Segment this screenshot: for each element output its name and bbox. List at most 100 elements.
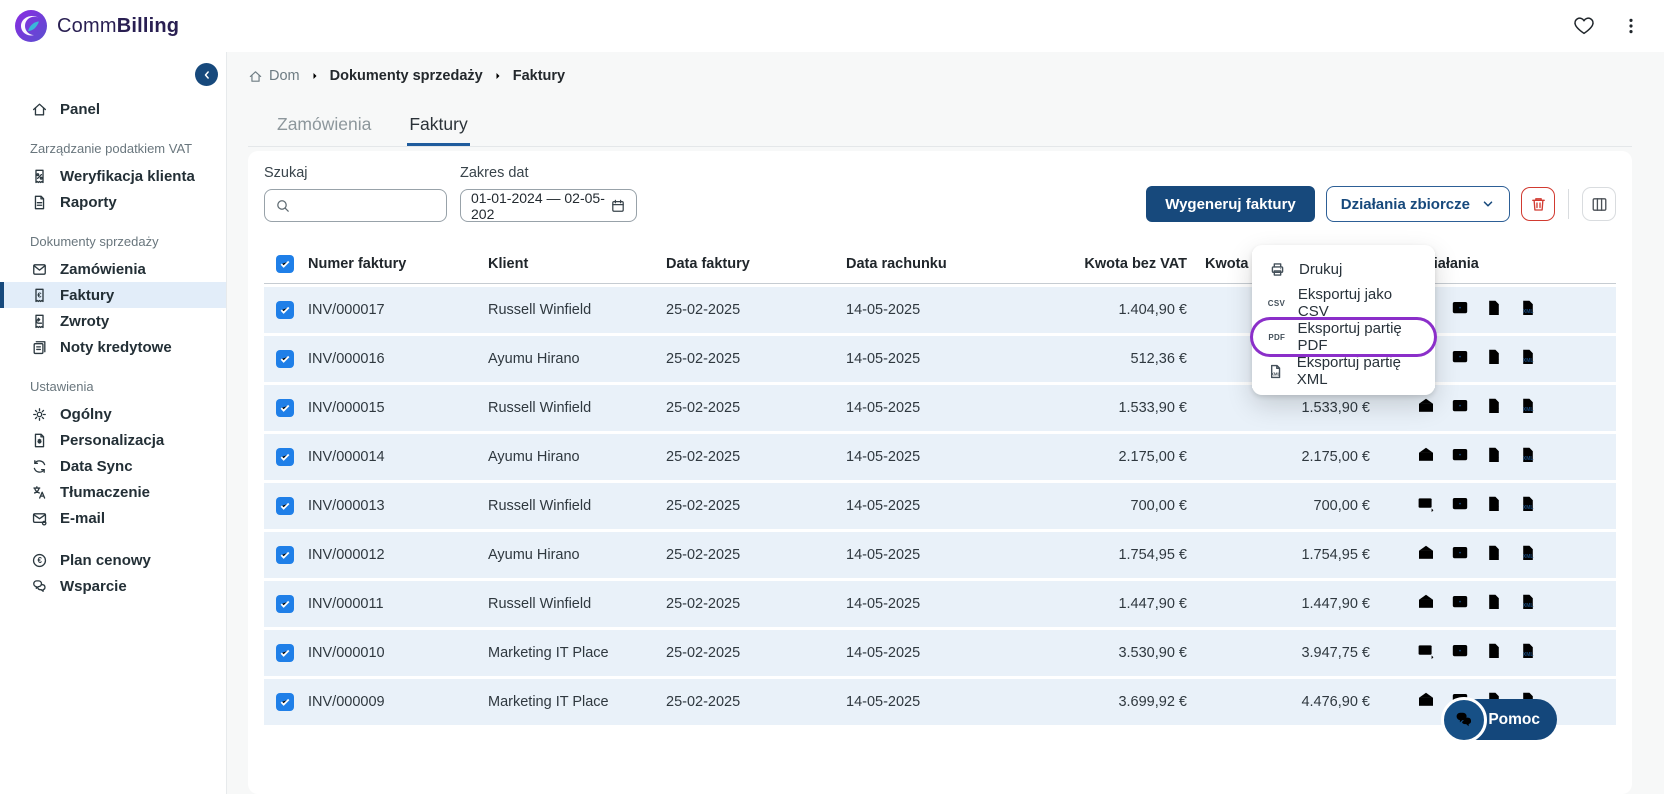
sidebar-nav: Panel Zarządzanie podatkiem VAT Weryfikacj…: [0, 52, 226, 599]
tab-faktury[interactable]: Faktury: [407, 108, 470, 146]
row-checkbox[interactable]: [276, 595, 294, 613]
export-doc-icon[interactable]: [1484, 298, 1504, 322]
row-checkbox[interactable]: [276, 301, 294, 319]
export-doc-icon[interactable]: [1484, 396, 1504, 420]
sidebar-item-weryfikacja-klienta[interactable]: Weryfikacja klienta: [0, 163, 226, 189]
row-checkbox[interactable]: [276, 693, 294, 711]
preview-icon[interactable]: [1450, 641, 1470, 665]
xml-doc-icon[interactable]: XML: [1518, 494, 1538, 518]
menu-item-label: Eksportuj partię PDF: [1297, 320, 1402, 354]
kebab-menu-icon[interactable]: [1622, 17, 1640, 35]
envelope-open-icon[interactable]: [1416, 445, 1436, 469]
envelope-open-icon[interactable]: [1416, 396, 1436, 420]
svg-text:XML: XML: [1271, 371, 1281, 376]
export-doc-icon[interactable]: [1484, 347, 1504, 371]
xml-doc-icon[interactable]: XML: [1518, 592, 1538, 616]
help-button[interactable]: Pomoc: [1441, 697, 1561, 743]
cell-client: Ayumu Hirano: [488, 449, 580, 465]
row-checkbox[interactable]: [276, 350, 294, 368]
sidebar-item-wsparcie[interactable]: Wsparcie: [0, 573, 226, 599]
row-checkbox[interactable]: [276, 497, 294, 515]
sidebar-collapse-button[interactable]: [195, 63, 218, 86]
xml-doc-icon[interactable]: XML: [1518, 396, 1538, 420]
date-range-input[interactable]: 01-01-2024 — 02-05-202: [460, 189, 637, 222]
cell-invoice-date: 25-02-2025: [666, 596, 741, 612]
sidebar-item-zwroty[interactable]: Zwroty: [0, 308, 226, 334]
sidebar: Panel Zarządzanie podatkiem VAT Weryfikacj…: [0, 52, 227, 794]
content-card: Szukaj Zakres dat 01-01-2024 — 02-05-202: [248, 151, 1632, 794]
envelope-send-icon[interactable]: [1416, 641, 1436, 665]
export-doc-icon[interactable]: [1484, 543, 1504, 567]
export-doc-icon[interactable]: [1484, 494, 1504, 518]
cell-bill-date: 14-05-2025: [846, 302, 921, 318]
envelope-open-icon[interactable]: [1416, 543, 1436, 567]
table-row: INV/000012 Ayumu Hirano 25-02-2025 14-05-20…: [264, 532, 1616, 578]
table-row: INV/000013 Russell Winfield 25-02-2025 14-0…: [264, 483, 1616, 529]
preview-icon[interactable]: [1450, 298, 1470, 322]
preview-icon[interactable]: [1450, 396, 1470, 420]
sidebar-item-noty-kredytowe[interactable]: Noty kredytowe: [0, 334, 226, 360]
heart-icon[interactable]: [1573, 15, 1595, 37]
cell-invoice-date: 25-02-2025: [666, 645, 741, 661]
tab-zamowienia[interactable]: Zamówienia: [277, 114, 372, 134]
sidebar-item-personalizacja[interactable]: Personalizacja: [0, 427, 226, 453]
sidebar-item-plan-cenowy[interactable]: € Plan cenowy: [0, 547, 226, 573]
export-doc-icon[interactable]: [1484, 641, 1504, 665]
cell-second-amount: 1.533,90 €: [1301, 400, 1370, 416]
preview-icon[interactable]: [1450, 543, 1470, 567]
cell-net-amount: 3.699,92 €: [1118, 694, 1187, 710]
svg-text:XML: XML: [1523, 456, 1534, 462]
xml-doc-icon[interactable]: XML: [1518, 347, 1538, 371]
invoice-icon: €: [30, 287, 48, 304]
xml-doc-icon[interactable]: XML: [1518, 445, 1538, 469]
select-all-checkbox[interactable]: [276, 254, 294, 273]
columns-settings-button[interactable]: [1582, 187, 1616, 221]
preview-icon[interactable]: [1450, 494, 1470, 518]
export-doc-icon[interactable]: [1484, 592, 1504, 616]
svg-text:€: €: [37, 556, 42, 565]
bulk-actions-button[interactable]: Działania zbiorcze: [1325, 186, 1510, 222]
menu-item-eksportuj-jako-csv[interactable]: CSV Eksportuj jako CSV: [1252, 286, 1435, 320]
sidebar-item-zamowienia[interactable]: Zamówienia: [0, 256, 226, 282]
preview-icon[interactable]: [1450, 592, 1470, 616]
breadcrumb-level-1[interactable]: Dokumenty sprzedaży: [329, 68, 483, 84]
sidebar-item-tlumaczenie[interactable]: Tłumaczenie: [0, 479, 226, 505]
cell-invoice-date: 25-02-2025: [666, 302, 741, 318]
app-logo[interactable]: CommBilling: [14, 9, 179, 43]
row-actions: XML: [1388, 543, 1616, 567]
xml-doc-icon[interactable]: XML: [1518, 543, 1538, 567]
svg-text:€: €: [37, 290, 41, 299]
xml-doc-icon[interactable]: XML: [1518, 641, 1538, 665]
preview-icon[interactable]: [1450, 445, 1470, 469]
menu-item-eksportuj-partie-pdf[interactable]: PDF Eksportuj partię PDF: [1253, 320, 1434, 354]
sidebar-item-raporty[interactable]: Raporty: [0, 189, 226, 215]
row-checkbox[interactable]: [276, 546, 294, 564]
table-row: INV/000010 Marketing IT Place 25-02-2025 14…: [264, 630, 1616, 676]
row-checkbox[interactable]: [276, 644, 294, 662]
menu-item-eksportuj-partie-xml[interactable]: XML Eksportuj partię XML: [1252, 354, 1435, 388]
search-label: Szukaj: [264, 165, 308, 181]
sidebar-item-label: Ogólny: [60, 405, 112, 423]
sidebar-item-faktury[interactable]: € Faktury: [0, 282, 226, 308]
cell-client: Russell Winfield: [488, 302, 592, 318]
envelope-open-icon[interactable]: [1416, 690, 1436, 714]
row-checkbox[interactable]: [276, 399, 294, 417]
row-checkbox[interactable]: [276, 448, 294, 466]
generate-invoices-button[interactable]: Wygeneruj faktury: [1146, 186, 1315, 222]
date-range-field: Zakres dat 01-01-2024 — 02-05-202: [460, 165, 637, 222]
breadcrumb-level-2[interactable]: Faktury: [512, 68, 566, 84]
menu-item-drukuj[interactable]: Drukuj: [1252, 252, 1435, 286]
export-doc-icon[interactable]: [1484, 445, 1504, 469]
breadcrumb-home[interactable]: Dom: [248, 68, 300, 84]
xml-doc-icon[interactable]: XML: [1518, 298, 1538, 322]
sidebar-item-panel[interactable]: Panel: [0, 96, 226, 122]
sidebar-item-e-mail[interactable]: E-mail: [0, 505, 226, 531]
sidebar-item-ogolny[interactable]: Ogólny: [0, 401, 226, 427]
delete-button[interactable]: [1521, 187, 1555, 221]
sidebar-item-data-sync[interactable]: Data Sync: [0, 453, 226, 479]
envelope-send-icon[interactable]: [1416, 494, 1436, 518]
cell-invoice-date: 25-02-2025: [666, 694, 741, 710]
preview-icon[interactable]: [1450, 347, 1470, 371]
envelope-open-icon[interactable]: [1416, 592, 1436, 616]
search-input[interactable]: [264, 189, 447, 222]
